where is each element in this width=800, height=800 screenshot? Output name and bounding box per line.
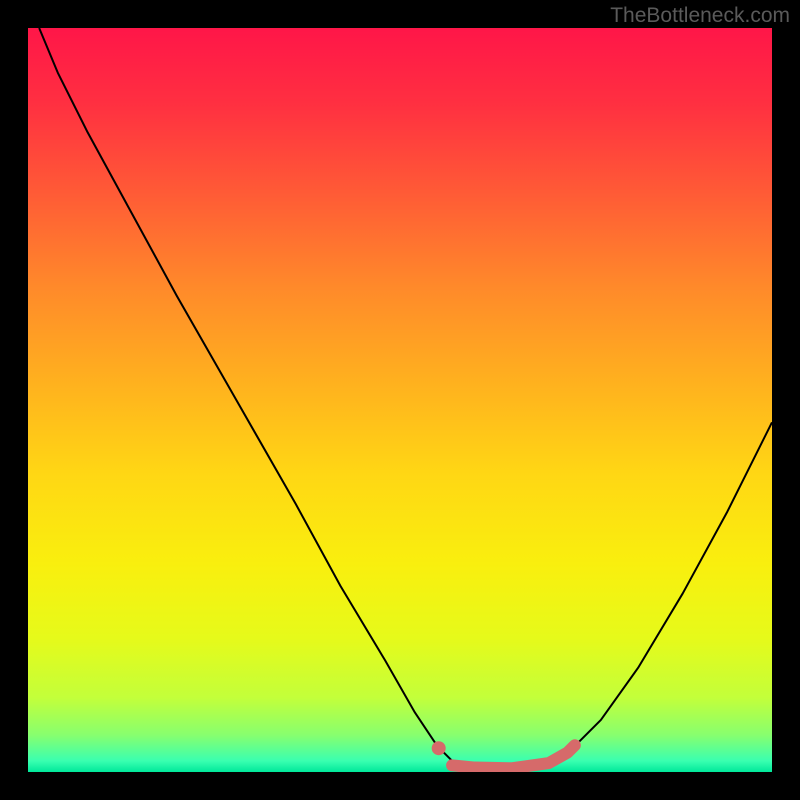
highlight-segment bbox=[452, 745, 575, 768]
attribution-text: TheBottleneck.com bbox=[610, 4, 790, 28]
plot-area bbox=[28, 28, 772, 772]
bottleneck-curve bbox=[39, 28, 772, 768]
highlight-dot bbox=[432, 741, 446, 755]
curve-layer bbox=[28, 28, 772, 772]
